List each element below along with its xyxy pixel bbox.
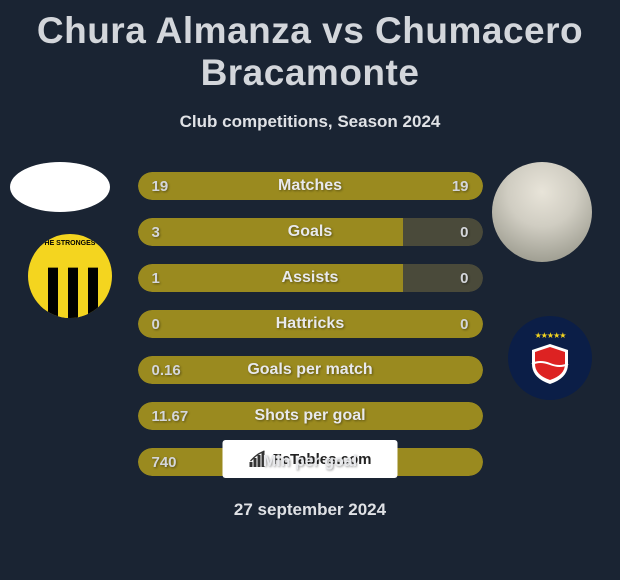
stat-right-value: 0 — [460, 224, 468, 241]
stat-right-value: 0 — [460, 270, 468, 287]
stat-label: Goals — [138, 223, 483, 241]
stat-rows: 19Matches193Goals01Assists00Hattricks00.… — [138, 172, 483, 476]
stat-label: Shots per goal — [138, 407, 483, 425]
page-title: Chura Almanza vs Chumacero Bracamonte — [0, 0, 620, 94]
stats-area: HE STRONGES ★★★★★ 19Matches19 3Goals0 1Ass… — [0, 172, 620, 476]
club-left-text: HE STRONGES — [34, 240, 106, 247]
stars-icon: ★★★★★ — [535, 331, 566, 340]
page-subtitle: Club competitions, Season 2024 — [0, 112, 620, 132]
stat-label: Hattricks — [138, 315, 483, 333]
player-left-avatar — [10, 162, 110, 212]
stat-right-value: 0 — [460, 316, 468, 333]
club-badge-left: HE STRONGES — [28, 234, 112, 318]
stat-row: 1Assists0 — [138, 264, 483, 292]
stat-label: Matches — [138, 177, 483, 195]
date-label: 27 september 2024 — [0, 500, 620, 520]
stat-label: Goals per match — [138, 361, 483, 379]
stat-row: 0Hattricks0 — [138, 310, 483, 338]
stat-label: Assists — [138, 269, 483, 287]
shield-icon — [528, 342, 572, 386]
stat-row: 0.16Goals per match — [138, 356, 483, 384]
stat-row: 3Goals0 — [138, 218, 483, 246]
player-right-avatar — [492, 162, 592, 262]
stat-right-value: 19 — [452, 178, 469, 195]
stat-label: Min per goal — [138, 453, 483, 471]
stat-row: 19Matches19 — [138, 172, 483, 200]
club-badge-right: ★★★★★ — [508, 316, 592, 400]
stat-row: 11.67Shots per goal — [138, 402, 483, 430]
